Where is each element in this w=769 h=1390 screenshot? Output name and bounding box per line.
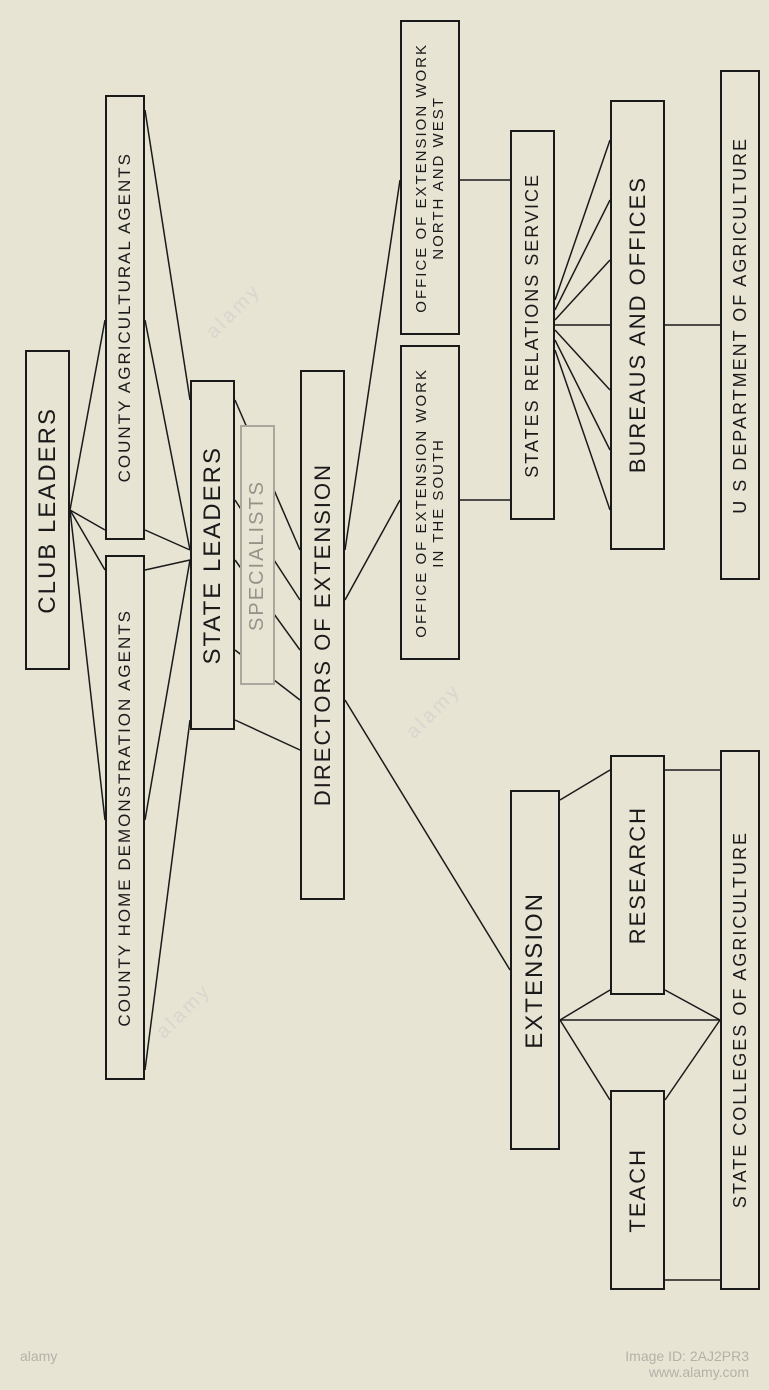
edge-bureaus-states_relations xyxy=(555,350,610,510)
edge-bureaus-states_relations xyxy=(555,200,610,310)
org-label-bureaus: BUREAUS AND OFFICES xyxy=(625,176,651,473)
org-box-extension: EXTENSION xyxy=(510,790,560,1150)
edge-directors-state_leaders xyxy=(235,720,300,750)
watermark-bottom: alamy Image ID: 2AJ2PR3 www.alamy.com xyxy=(0,1348,769,1380)
org-label-research: RESEARCH xyxy=(625,806,651,944)
org-box-directors: DIRECTORS OF EXTENSION xyxy=(300,370,345,900)
org-box-office_north: OFFICE OF EXTENSION WORK NORTH AND WEST xyxy=(400,20,460,335)
org-label-county_home: COUNTY HOME DEMONSTRATION AGENTS xyxy=(115,609,135,1027)
org-label-states_relations: STATES RELATIONS SERVICE xyxy=(522,173,543,478)
org-label-state_colleges: STATE COLLEGES OF AGRICULTURE xyxy=(730,831,751,1208)
org-box-county_home: COUNTY HOME DEMONSTRATION AGENTS xyxy=(105,555,145,1080)
org-box-state_colleges: STATE COLLEGES OF AGRICULTURE xyxy=(720,750,760,1290)
org-label-county_ag: COUNTY AGRICULTURAL AGENTS xyxy=(115,152,135,482)
edge-state_leaders-county_ag xyxy=(145,530,190,550)
org-label-directors: DIRECTORS OF EXTENSION xyxy=(310,463,336,806)
edge-teach-extension xyxy=(560,1020,610,1100)
org-label-extension: EXTENSION xyxy=(521,892,549,1049)
edge-office_north-directors xyxy=(345,180,400,550)
org-box-specialists: SPECIALISTS xyxy=(240,425,275,685)
edge-county_ag-club_leaders xyxy=(70,510,105,530)
watermark-brand: alamy xyxy=(20,1348,57,1380)
edge-state_leaders-county_ag xyxy=(145,320,190,550)
edge-county_home-club_leaders xyxy=(70,510,105,820)
org-label-specialists: SPECIALISTS xyxy=(246,480,269,631)
org-box-county_ag: COUNTY AGRICULTURAL AGENTS xyxy=(105,95,145,540)
watermark-diagonal: alamy xyxy=(202,279,267,344)
watermark-diagonal: alamy xyxy=(152,979,217,1044)
watermark-diagonal: alamy xyxy=(402,679,467,744)
org-label-office_north: OFFICE OF EXTENSION WORK NORTH AND WEST xyxy=(413,43,447,313)
edge-state_leaders-county_home xyxy=(145,720,190,1070)
edge-state_leaders-county_home xyxy=(145,560,190,820)
edge-state_colleges-research xyxy=(665,990,720,1020)
edge-county_home-club_leaders xyxy=(70,510,105,570)
edge-state_leaders-county_ag xyxy=(145,110,190,400)
org-box-research: RESEARCH xyxy=(610,755,665,995)
edge-state_leaders-county_home xyxy=(145,560,190,570)
edge-state_colleges-teach xyxy=(665,1020,720,1100)
org-label-usda: U S DEPARTMENT OF AGRICULTURE xyxy=(730,137,751,514)
edge-bureaus-states_relations xyxy=(555,340,610,450)
edge-research-extension xyxy=(560,770,610,800)
org-label-state_leaders: STATE LEADERS xyxy=(199,446,227,665)
org-box-state_leaders: STATE LEADERS xyxy=(190,380,235,730)
org-label-teach: TEACH xyxy=(625,1148,651,1233)
org-label-club_leaders: CLUB LEADERS xyxy=(34,407,62,614)
edge-bureaus-states_relations xyxy=(555,330,610,390)
org-label-office_south: OFFICE OF EXTENSION WORK IN THE SOUTH xyxy=(413,368,447,638)
edge-bureaus-states_relations xyxy=(555,140,610,300)
org-box-usda: U S DEPARTMENT OF AGRICULTURE xyxy=(720,70,760,580)
edge-extension-directors xyxy=(345,700,510,970)
org-box-club_leaders: CLUB LEADERS xyxy=(25,350,70,670)
edge-bureaus-states_relations xyxy=(555,260,610,320)
edge-office_south-directors xyxy=(345,500,400,600)
watermark-id: Image ID: 2AJ2PR3 www.alamy.com xyxy=(625,1348,749,1380)
org-box-office_south: OFFICE OF EXTENSION WORK IN THE SOUTH xyxy=(400,345,460,660)
edge-research-extension xyxy=(560,990,610,1020)
org-box-teach: TEACH xyxy=(610,1090,665,1290)
edge-county_ag-club_leaders xyxy=(70,320,105,510)
org-box-states_relations: STATES RELATIONS SERVICE xyxy=(510,130,555,520)
org-box-bureaus: BUREAUS AND OFFICES xyxy=(610,100,665,550)
